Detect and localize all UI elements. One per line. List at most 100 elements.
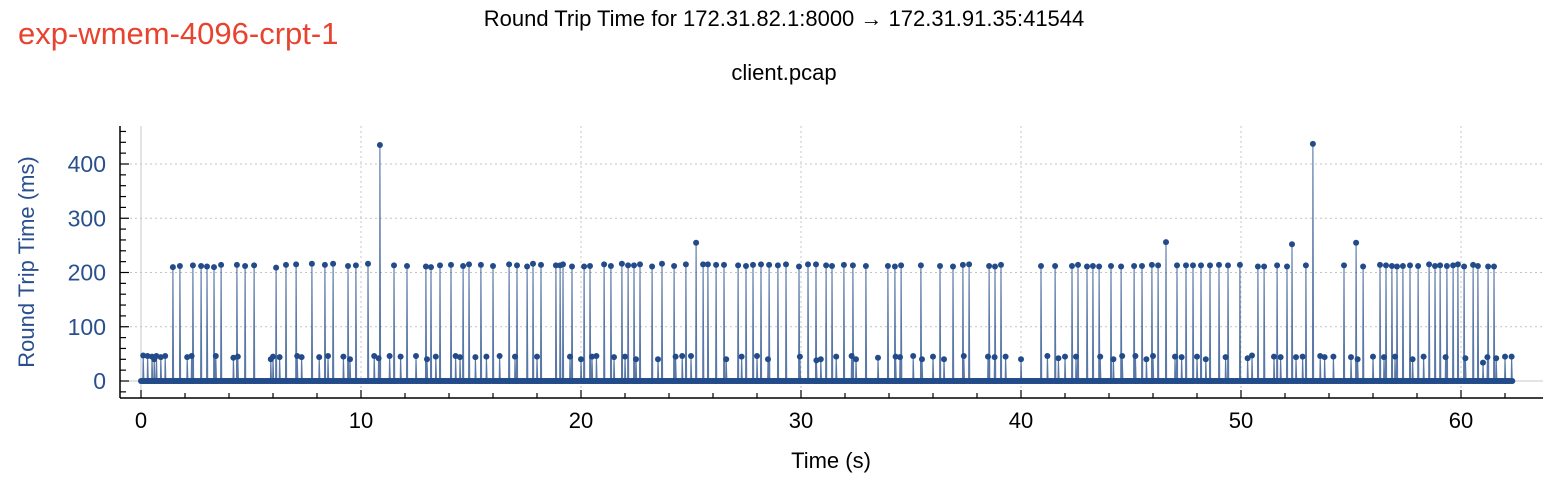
data-point (998, 261, 1004, 268)
data-point (375, 355, 382, 362)
data-point (1178, 354, 1185, 361)
data-point (1426, 261, 1433, 268)
data-point (796, 353, 803, 360)
data-point (1399, 263, 1406, 269)
data-point (1271, 353, 1277, 360)
data-point (472, 354, 479, 361)
x-tick-label: 20 (569, 408, 593, 433)
data-point (578, 356, 584, 363)
data-point (1289, 241, 1295, 248)
data-point (1277, 354, 1284, 361)
data-point (693, 239, 700, 246)
data-point (1119, 353, 1126, 359)
data-point (1381, 354, 1387, 361)
data-point (530, 260, 536, 267)
data-point (655, 356, 661, 363)
data-point (345, 263, 351, 269)
data-point (587, 263, 593, 269)
data-point (1222, 354, 1229, 361)
data-point (437, 262, 443, 269)
data-point (176, 263, 183, 269)
data-point (212, 353, 219, 359)
data-point (251, 262, 258, 269)
data-point (1388, 263, 1395, 269)
data-point (1353, 239, 1360, 246)
data-point (622, 353, 628, 360)
data-point (817, 356, 824, 363)
axes: 0 10 20 30 40 50 60 0 100 200 300 400 (68, 126, 1543, 433)
data-point (754, 353, 760, 359)
data-point (347, 356, 353, 363)
data-point (1484, 354, 1491, 361)
data-point (1420, 353, 1427, 360)
data-point (1163, 239, 1169, 246)
data-point (1069, 263, 1075, 269)
data-point (991, 354, 998, 361)
data-point (700, 261, 707, 268)
data-point (1321, 354, 1328, 361)
data-point (413, 353, 419, 359)
data-point (796, 263, 802, 270)
data-point (1132, 353, 1139, 359)
data-point (805, 261, 811, 268)
data-point (140, 352, 147, 359)
data-point (198, 263, 205, 269)
data-point (1055, 355, 1062, 362)
y-tick-label: 0 (93, 368, 106, 394)
data-point (1461, 263, 1468, 270)
data-point (671, 263, 678, 269)
data-point (735, 262, 742, 269)
data-point (233, 261, 240, 268)
y-tick-label: 400 (68, 151, 106, 177)
data-point (625, 262, 632, 269)
data-point (618, 260, 625, 267)
data-point (950, 263, 956, 270)
data-point (884, 263, 891, 269)
data-point (538, 261, 544, 268)
data-point (1172, 353, 1178, 360)
data-point (672, 353, 679, 360)
y-axis-label: Round Trip Time (ms) (14, 156, 39, 368)
data-point (1293, 354, 1299, 361)
data-point (743, 263, 749, 269)
data-point (1143, 356, 1150, 363)
data-point (496, 353, 503, 359)
data-point (649, 263, 656, 270)
data-point (1097, 353, 1104, 360)
data-point (569, 263, 575, 270)
data-point (422, 263, 429, 270)
data-point (1190, 262, 1196, 269)
data-point (1131, 263, 1138, 269)
data-point (823, 262, 830, 269)
data-point (833, 353, 840, 360)
data-point (457, 354, 463, 361)
data-point (910, 353, 917, 359)
data-point (270, 353, 276, 360)
data-point (1018, 356, 1024, 363)
data-point (774, 262, 781, 269)
data-point (713, 261, 720, 268)
data-point (1491, 263, 1497, 270)
data-point (273, 264, 280, 271)
data-point (1075, 261, 1081, 268)
data-point (633, 356, 639, 363)
data-point (1148, 261, 1155, 268)
data-point (688, 353, 694, 359)
data-point (607, 263, 614, 269)
data-point (682, 261, 689, 268)
data-point (1309, 140, 1316, 147)
series-line (141, 143, 1513, 382)
x-axis-label: Time (s) (791, 448, 871, 473)
data-point (1462, 355, 1469, 362)
data-point (1244, 355, 1251, 362)
data-point (1450, 262, 1457, 269)
data-point (1485, 263, 1492, 270)
data-point (892, 353, 899, 360)
data-point (1480, 359, 1486, 366)
data-point (211, 264, 217, 271)
x-tick-label: 60 (1449, 408, 1473, 433)
data-point (853, 356, 859, 363)
data-point (891, 263, 898, 270)
x-tick-label: 10 (349, 408, 373, 433)
data-point (218, 261, 225, 268)
